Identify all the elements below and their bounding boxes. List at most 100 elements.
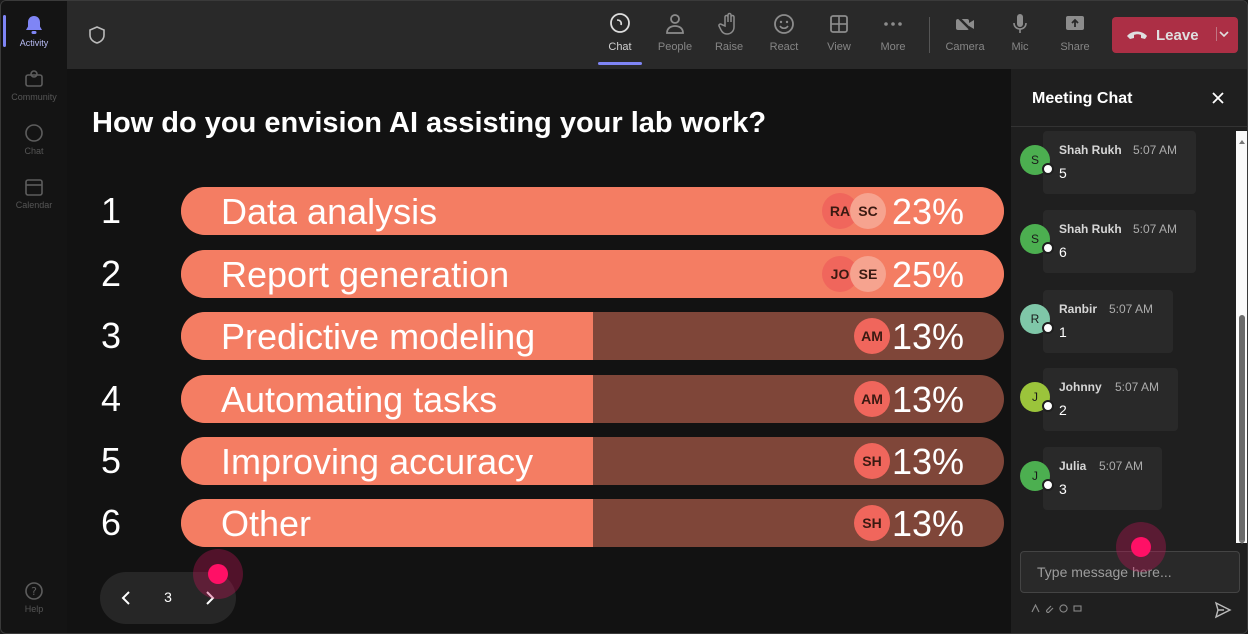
option-percentage: 23% [891,191,964,232]
message-sender: Shah Rukh [1059,222,1122,236]
option-label: Other [221,503,312,544]
chat-title: Meeting Chat [1032,90,1133,107]
poll-option-row: 6 Other SH 13% [67,499,1011,547]
toolbar-react-button[interactable]: React [758,9,810,63]
message-sender: Johnny [1059,380,1102,394]
option-number: 2 [101,253,122,294]
rail-item-community[interactable]: Community [1,59,67,111]
message-time: 5:07 AM [1115,380,1160,394]
chat-icon [24,123,44,143]
toolbar-button-label: People [657,41,693,53]
option-bar: Predictive modeling AM 13% [181,312,1004,360]
rail-item-activity[interactable]: Activity [1,5,67,57]
message-text: 2 [1059,402,1067,418]
message-sender: Shah Rukh [1059,143,1122,157]
chat-message[interactable]: Shah Rukh 5:07 AM 5 S [1011,128,1241,194]
bell-icon [24,15,44,35]
option-number: 4 [101,378,122,419]
toolbar-button-label: Camera [945,41,985,53]
attach-icon[interactable] [1045,604,1054,613]
presence-status-icon [1042,322,1054,334]
option-bar-fill [181,312,593,360]
toolbar-button-label: Mic [1011,41,1029,53]
chevron-right-icon[interactable] [198,586,222,610]
chat-message[interactable]: Johnny 5:07 AM 2 J [1011,365,1241,431]
presence-status-icon [1042,479,1054,491]
option-bar: Report generation JO SE 25% [181,250,1004,298]
avatar[interactable]: SH [854,443,890,479]
toolbar-button-label: Chat [608,41,632,53]
help-icon: ? [24,581,44,601]
toolbar-camera-button[interactable]: Camera [939,9,991,63]
community-icon [24,69,44,89]
avatar[interactable]: AM [854,381,890,417]
page-number: 3 [164,589,172,605]
poll-question: How do you envision AI assisting your la… [92,107,767,139]
chevron-down-icon[interactable] [1216,27,1230,41]
message-time: 5:07 AM [1133,222,1178,236]
option-bar: Improving accuracy SH 13% [181,437,1004,485]
toolbar-chat-button[interactable]: Chat [594,9,646,65]
share-icon [1062,11,1088,37]
message-text: 1 [1059,324,1067,340]
rail-item-chat[interactable]: Chat [1,113,67,165]
toolbar-button-label: More [880,41,906,53]
option-bar-fill [181,375,593,423]
rail-item-calendar[interactable]: Calendar [1,167,67,219]
rail-item-help[interactable]: ? Help [1,571,67,623]
ellipsis-icon [880,11,906,37]
toolbar-raise-button[interactable]: Raise [703,9,755,63]
avatar[interactable]: S [1020,145,1050,175]
chat-composer [1020,551,1240,593]
message-input[interactable] [1021,552,1239,592]
emoji-icon[interactable] [1059,604,1068,613]
poll-option-row: 1 Data analysis RA SC 23% [67,187,1011,235]
poll-results-panel: How do you envision AI assisting your la… [67,69,1011,633]
message-text: 5 [1059,165,1067,181]
option-percentage: 13% [891,316,964,357]
chevron-left-icon[interactable] [114,586,138,610]
option-bar: Automating tasks AM 13% [181,375,1004,423]
shield-icon[interactable] [87,25,107,45]
scroll-up-icon[interactable] [1238,133,1246,144]
message-sender: Ranbir [1059,302,1098,316]
meeting-toolbar: Chat People Raise React View More Camera [67,1,1247,69]
avatar[interactable]: SC [850,193,886,229]
format-icon[interactable] [1031,604,1040,613]
message-bubble: Shah Rukh 5:07 AM 6 [1043,210,1196,273]
poll-option-row: 5 Improving accuracy SH 13% [67,437,1011,485]
voter-avatars: SH [854,505,890,541]
option-label: Automating tasks [221,379,498,420]
avatar[interactable]: SE [850,256,886,292]
leave-button[interactable]: Leave [1112,17,1238,53]
chat-message-list[interactable]: Shah Rukh 5:07 AM 5 S Shah Rukh 5:07 AM 6 S Ranb… [1011,128,1247,544]
toolbar-people-button[interactable]: People [649,9,701,63]
scrollbar-thumb[interactable] [1239,315,1245,543]
close-icon[interactable] [1209,89,1227,107]
people-icon [662,11,688,37]
message-text: 6 [1059,244,1067,260]
toolbar-more-button[interactable]: More [867,9,919,63]
phone-hangup-icon [1126,28,1148,42]
scroll-down-icon[interactable] [1238,533,1246,544]
composer-tools [1031,604,1082,613]
avatar[interactable]: AM [854,318,890,354]
toolbar-share-button[interactable]: Share [1049,9,1101,63]
hand-icon [716,11,742,37]
presence-status-icon [1042,400,1054,412]
send-icon[interactable] [1214,601,1232,619]
active-tab-indicator [598,62,642,65]
gif-icon[interactable] [1073,604,1082,613]
avatar[interactable]: SH [854,505,890,541]
chat-icon [607,11,633,37]
message-time: 5:07 AM [1099,459,1144,473]
option-label: Predictive modeling [221,316,536,357]
chat-message[interactable]: Julia 5:07 AM 3 J [1011,444,1241,510]
toolbar-mic-button[interactable]: Mic [994,9,1046,63]
chat-message[interactable]: Shah Rukh 5:07 AM 6 S [1011,207,1241,273]
toolbar-view-button[interactable]: View [813,9,865,63]
chat-scrollbar[interactable] [1236,131,1247,544]
leave-label: Leave [1156,26,1199,44]
chat-message[interactable]: Ranbir 5:07 AM 1 R [1011,287,1241,353]
message-bubble: Johnny 5:07 AM 2 [1043,368,1178,431]
